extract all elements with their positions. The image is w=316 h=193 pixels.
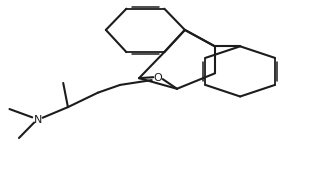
Text: N: N [34, 115, 42, 125]
Text: O: O [154, 73, 162, 83]
